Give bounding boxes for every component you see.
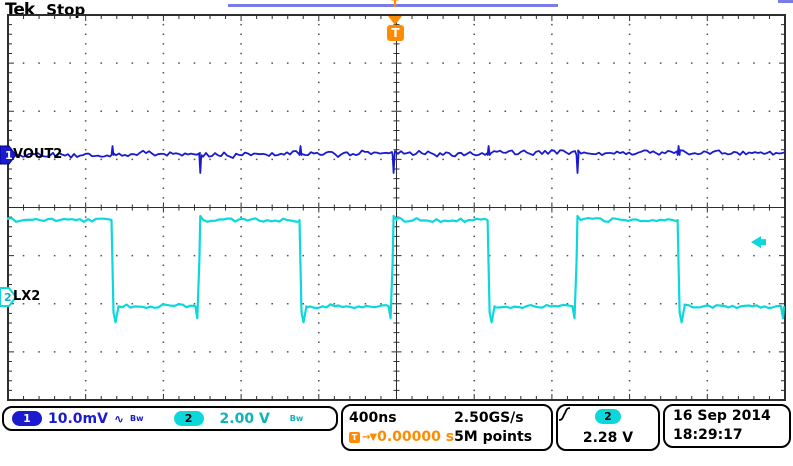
graticule-axes — [7, 14, 786, 401]
sample-rate-readout: 2.50GS/s — [454, 409, 524, 426]
ch2-marker-number: 2 — [4, 291, 12, 304]
trigger-position-caret-icon — [388, 16, 402, 25]
datetime-box: 16 Sep 2014 18:29:17 — [663, 404, 791, 448]
ch1-bandwidth-icon: Bw — [130, 414, 144, 423]
ch2-scale: 2.00 V — [219, 410, 270, 427]
trigger-source-badge: 2 — [595, 409, 621, 424]
date-readout: 16 Sep 2014 — [673, 408, 771, 424]
ch1-badge: 1 — [12, 411, 42, 426]
horizontal-readout-box[interactable]: 400ns 2.50GS/s T →▼ 0.00000 s 5M points — [341, 404, 553, 451]
record-view-bar-end — [778, 0, 793, 3]
ch2-badge: 2 — [173, 411, 204, 426]
trigger-position-value: 0.00000 s — [377, 429, 455, 446]
ch1-trace-label: VOUT2 — [13, 147, 63, 162]
ch1-marker-number: 1 — [5, 149, 13, 162]
ch1-coupling-icon: ∿ — [113, 411, 125, 426]
record-trigger-position-icon[interactable]: T — [391, 0, 399, 10]
ch2-trace-label: LX2 — [13, 289, 41, 304]
record-length-readout: 5M points — [454, 429, 533, 446]
ch2-trace — [6, 214, 786, 324]
trigger-level-readout: 2.28 V — [582, 430, 634, 446]
record-view-bar — [228, 4, 558, 7]
ch1-trace — [7, 145, 786, 174]
trigger-arrow-icons: →▼ — [362, 431, 377, 443]
trigger-readout-box[interactable]: 2 2.28 V — [556, 404, 660, 451]
trigger-mini-icon: T — [349, 431, 360, 443]
trigger-position-readout: T →▼ 0.00000 s — [349, 429, 454, 445]
ch1-scale: 10.0mV — [48, 410, 108, 427]
ch1-position-marker[interactable]: 1 — [0, 145, 17, 165]
time-readout: 18:29:17 — [673, 427, 743, 443]
timebase-readout: 400ns — [349, 409, 397, 426]
trigger-position-flag[interactable]: T — [387, 25, 404, 41]
rising-edge-slope-icon — [558, 407, 571, 421]
trigger-level-arrow-icon[interactable] — [751, 236, 766, 249]
ch2-bandwidth-icon: Bw — [289, 414, 304, 423]
vertical-readout-box[interactable]: 1 10.0mV ∿ Bw 2 2.00 V Bw — [2, 406, 338, 431]
ch2-position-marker[interactable]: 2 — [0, 287, 17, 307]
